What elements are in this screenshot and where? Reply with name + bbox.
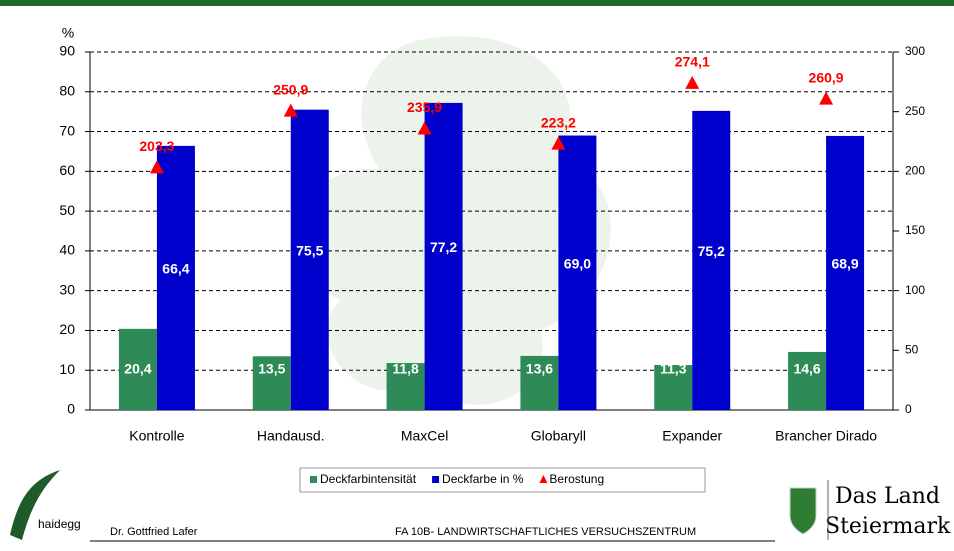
data-label: 274,1 bbox=[675, 54, 710, 70]
x-tick-label: Expander bbox=[662, 428, 722, 444]
data-label: 66,4 bbox=[162, 261, 189, 277]
y-tick-label: 80 bbox=[59, 82, 75, 98]
data-label: 203,3 bbox=[139, 138, 174, 154]
data-label: 260,9 bbox=[809, 69, 844, 85]
legend-label: Berostung bbox=[549, 472, 604, 486]
x-tick-label: Handausd. bbox=[257, 428, 325, 444]
data-label: 14,6 bbox=[793, 361, 820, 377]
bar bbox=[118, 328, 157, 410]
data-label: 250,9 bbox=[273, 81, 308, 97]
bar bbox=[424, 102, 463, 410]
bar bbox=[692, 110, 731, 411]
y-axis-label: % bbox=[62, 25, 74, 41]
coat-of-arms bbox=[789, 487, 817, 535]
y-tick-label: 50 bbox=[59, 202, 75, 218]
legend-label: Deckfarbe in % bbox=[442, 472, 524, 486]
institute: FA 10B- LANDWIRTSCHAFTLICHES VERSUCHSZEN… bbox=[395, 526, 696, 538]
data-label: 75,5 bbox=[296, 243, 323, 259]
plot: 0 10 20 30 40 50 60 70 80 90 0 50 100 150 200 250 300 Kon… bbox=[59, 43, 925, 444]
top-bar bbox=[0, 0, 954, 6]
bar bbox=[290, 109, 329, 410]
bar bbox=[788, 351, 827, 410]
logo-left-mark bbox=[10, 470, 60, 540]
y-tick-label: 10 bbox=[59, 361, 75, 377]
marker bbox=[283, 103, 298, 117]
y2-tick-label: 50 bbox=[905, 343, 919, 357]
legend-marker bbox=[539, 475, 548, 483]
legend-label: Deckfarbintensität bbox=[320, 472, 417, 486]
bar bbox=[520, 355, 559, 410]
y-tick-label: 90 bbox=[59, 43, 75, 59]
logo-right-line2: Steiermark bbox=[825, 514, 951, 539]
y-tick-label: 0 bbox=[67, 401, 75, 417]
author: Dr. Gottfried Lafer bbox=[110, 526, 198, 538]
logo-right-line1: Das Land bbox=[835, 484, 940, 509]
data-label: 75,2 bbox=[698, 243, 725, 259]
data-label: 69,0 bbox=[564, 255, 591, 271]
legend-marker bbox=[310, 476, 317, 483]
legend-items: Deckfarbintensität Deckfarbe in % Berostun… bbox=[310, 472, 604, 486]
x-tick-label: MaxCel bbox=[401, 428, 448, 444]
data-label: 235,9 bbox=[407, 99, 442, 115]
y2-tick-label: 0 bbox=[905, 402, 912, 416]
y2-tick-label: 250 bbox=[905, 104, 925, 118]
y-tick-label: 60 bbox=[59, 162, 75, 178]
data-label: 223,2 bbox=[541, 114, 576, 130]
data-label: 68,9 bbox=[831, 256, 858, 272]
y2-tick-label: 150 bbox=[905, 223, 925, 237]
marker bbox=[819, 91, 834, 105]
x-tick-label: Globaryll bbox=[531, 428, 586, 444]
data-label: 11,8 bbox=[392, 361, 419, 377]
data-label: 11,3 bbox=[660, 361, 687, 377]
bar bbox=[156, 145, 195, 410]
marker bbox=[685, 75, 700, 89]
bar bbox=[654, 365, 693, 410]
logo-left-text: haidegg bbox=[38, 517, 81, 531]
legend-marker bbox=[432, 476, 440, 483]
marker bbox=[149, 160, 164, 174]
marker bbox=[417, 121, 432, 135]
bar bbox=[252, 356, 291, 410]
data-label: 13,6 bbox=[526, 361, 553, 377]
y2-tick-label: 100 bbox=[905, 283, 925, 297]
y2-tick-label: 300 bbox=[905, 44, 925, 58]
bar bbox=[826, 135, 865, 411]
y-tick-label: 70 bbox=[59, 122, 75, 138]
y-tick-label: 30 bbox=[59, 281, 75, 297]
data-label: 20,4 bbox=[124, 361, 151, 377]
x-tick-label: Brancher Dirado bbox=[775, 428, 877, 444]
y2-tick-label: 200 bbox=[905, 164, 925, 178]
x-tick-label: Kontrolle bbox=[129, 428, 184, 444]
y-tick-label: 20 bbox=[59, 321, 75, 337]
bar bbox=[558, 135, 597, 411]
y-tick-label: 40 bbox=[59, 242, 75, 258]
bar bbox=[386, 363, 425, 410]
marker bbox=[551, 136, 566, 150]
data-label: 77,2 bbox=[430, 239, 457, 255]
data-label: 13,5 bbox=[258, 361, 285, 377]
legend bbox=[299, 467, 706, 493]
